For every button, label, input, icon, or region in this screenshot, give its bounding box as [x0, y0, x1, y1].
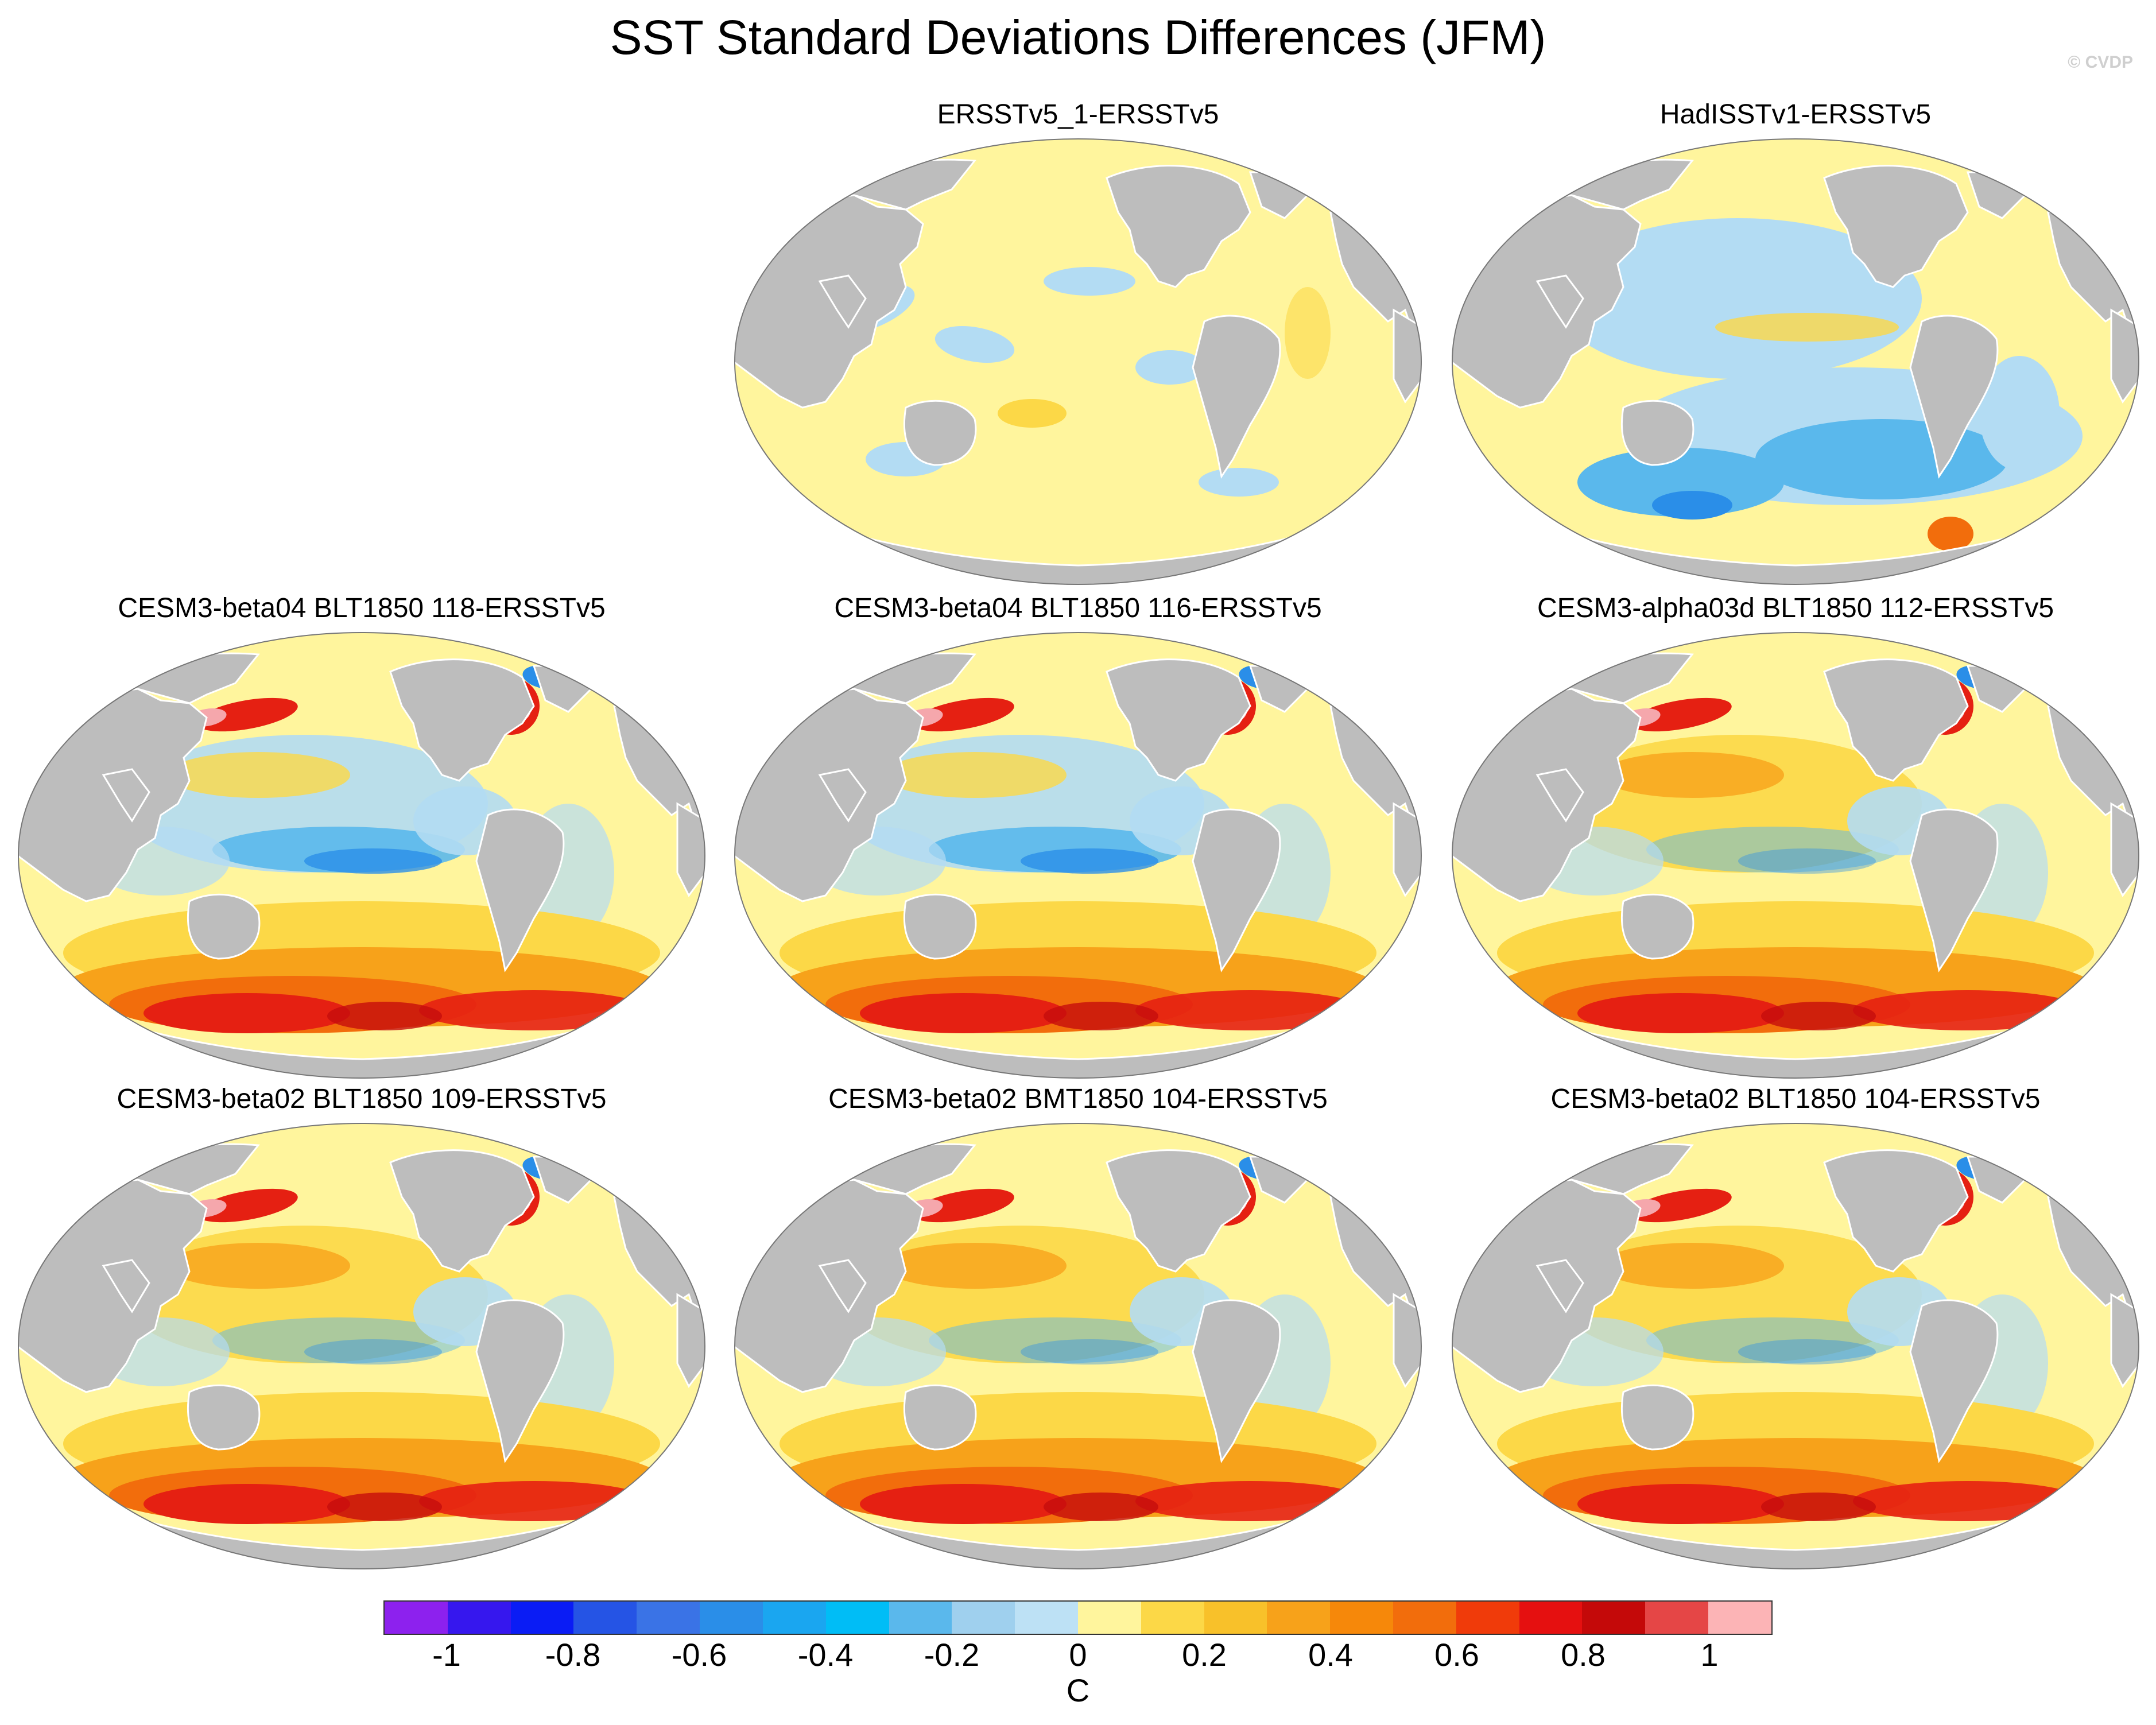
colorbar-tick-label: 1 — [1700, 1637, 1719, 1673]
world-map — [734, 138, 1422, 585]
colorbar-tick-label: -0.8 — [545, 1637, 601, 1673]
colorbar-swatch — [1708, 1602, 1771, 1634]
copyright-watermark: © CVDP — [2068, 53, 2133, 72]
map-panel-ersstv5-1: ERSSTv5_1-ERSSTv5 — [722, 98, 1434, 591]
map-outline — [18, 632, 705, 1079]
colorbar-tick-label: 0 — [1069, 1637, 1087, 1673]
colorbar-swatch — [762, 1602, 826, 1634]
colorbar-tick-label: 0.2 — [1182, 1637, 1227, 1673]
map-outline — [1452, 632, 2139, 1079]
colorbar-tick-label: 0.6 — [1434, 1637, 1479, 1673]
colorbar-swatch — [1645, 1602, 1709, 1634]
map-panel-alpha03d-112: CESM3-alpha03d BLT1850 112-ERSSTv5 — [1440, 591, 2151, 1085]
colorbar-unit-label: C — [1066, 1672, 1090, 1708]
colorbar-swatch — [1582, 1602, 1646, 1634]
map-outline — [18, 1123, 705, 1569]
map-outline — [734, 632, 1422, 1079]
map-outline — [734, 138, 1422, 585]
map-panel-beta04-118: CESM3-beta04 BLT1850 118-ERSSTv5 — [6, 591, 718, 1085]
colorbar-tick-label: -0.2 — [924, 1637, 980, 1673]
world-map — [1452, 138, 2139, 585]
panel-title: CESM3-beta04 BLT1850 116-ERSSTv5 — [834, 593, 1322, 623]
map-panel-beta02-109: CESM3-beta02 BLT1850 109-ERSSTv5 — [6, 1082, 718, 1576]
world-map — [18, 1123, 705, 1569]
colorbar-swatch — [637, 1602, 700, 1634]
map-panel-beta02-bmt104: CESM3-beta02 BMT1850 104-ERSSTv5 — [722, 1082, 1434, 1576]
colorbar-swatch — [825, 1602, 889, 1634]
map-panel-beta02-blt104: CESM3-beta02 BLT1850 104-ERSSTv5 — [1440, 1082, 2151, 1576]
colorbar-tick-label: 0.4 — [1308, 1637, 1353, 1673]
colorbar — [383, 1600, 1773, 1635]
colorbar-tick-label: 0.8 — [1561, 1637, 1606, 1673]
colorbar-swatch — [1015, 1602, 1078, 1634]
panel-title: CESM3-beta02 BLT1850 109-ERSSTv5 — [117, 1084, 607, 1114]
panel-title: CESM3-beta02 BLT1850 104-ERSSTv5 — [1550, 1084, 2041, 1114]
map-panel-beta04-116: CESM3-beta04 BLT1850 116-ERSSTv5 — [722, 591, 1434, 1085]
colorbar-swatch — [1077, 1602, 1141, 1634]
colorbar-swatch — [1267, 1602, 1331, 1634]
map-outline — [1452, 1123, 2139, 1569]
panel-title: CESM3-alpha03d BLT1850 112-ERSSTv5 — [1537, 593, 2054, 623]
colorbar-swatch — [889, 1602, 952, 1634]
colorbar-swatch — [1141, 1602, 1204, 1634]
colorbar-swatch — [1456, 1602, 1519, 1634]
figure-title: SST Standard Deviations Differences (JFM… — [610, 10, 1546, 64]
colorbar-swatch — [1519, 1602, 1583, 1634]
world-map — [1452, 632, 2139, 1079]
colorbar-swatch — [1330, 1602, 1393, 1634]
world-map — [734, 1123, 1422, 1569]
colorbar-swatch — [385, 1602, 448, 1634]
colorbar-tick-label: -0.4 — [797, 1637, 854, 1673]
world-map — [734, 632, 1422, 1079]
panel-title: ERSSTv5_1-ERSSTv5 — [937, 99, 1219, 130]
world-map — [18, 632, 705, 1079]
colorbar-tick-label: -0.6 — [671, 1637, 727, 1673]
colorbar-tick-label: -1 — [432, 1637, 461, 1673]
colorbar-swatch — [573, 1602, 637, 1634]
map-outline — [1452, 138, 2139, 585]
colorbar-swatch — [952, 1602, 1015, 1634]
colorbar-tick-labels: -1 -0.8 -0.6 -0.4 -0.2 0 0.2 0.4 0.6 0.8 1 — [383, 1636, 1773, 1676]
colorbar-swatch — [510, 1602, 574, 1634]
colorbar-swatch — [447, 1602, 511, 1634]
colorbar-swatch — [1204, 1602, 1267, 1634]
map-panel-hadisst: HadISSTv1-ERSSTv5 — [1440, 98, 2151, 591]
panel-title: CESM3-beta02 BMT1850 104-ERSSTv5 — [828, 1084, 1328, 1114]
panel-title: CESM3-beta04 BLT1850 118-ERSSTv5 — [118, 593, 606, 623]
colorbar-swatch — [1393, 1602, 1456, 1634]
colorbar-swatch — [700, 1602, 763, 1634]
panel-title: HadISSTv1-ERSSTv5 — [1659, 99, 1932, 130]
map-outline — [734, 1123, 1422, 1569]
world-map — [1452, 1123, 2139, 1569]
